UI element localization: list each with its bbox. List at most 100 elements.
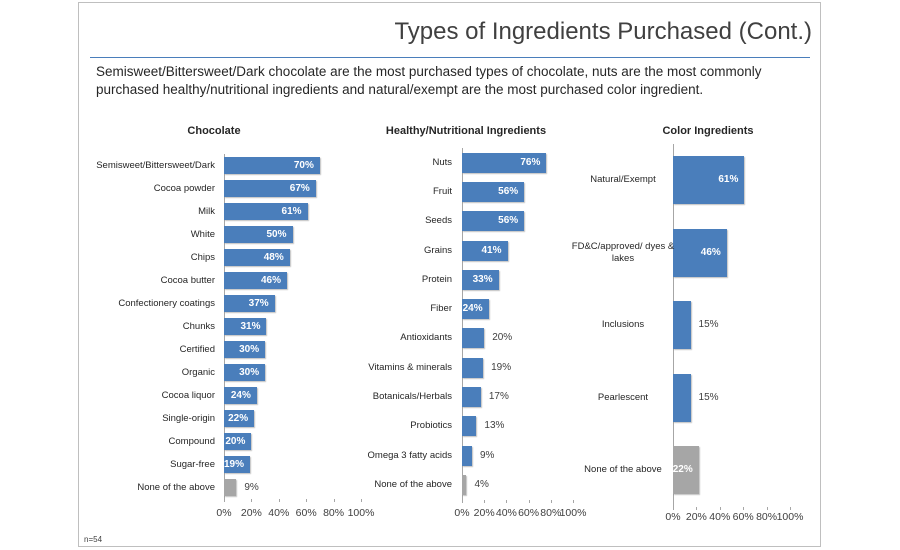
tick-mark [361,499,362,502]
category-label: Grains [424,244,452,256]
bar [224,433,252,450]
bar [224,203,308,220]
x-tick-label: 100% [559,507,587,519]
x-tick-label: 0% [665,511,681,523]
category-label: White [190,228,215,240]
chart-title: Healthy/Nutritional Ingredients [385,125,547,137]
category-label: FD&C/approved/ dyes & lakes [571,240,675,264]
tick-mark [224,499,225,502]
data-label: 50% [266,228,287,240]
category-label: Pearlescent [597,391,649,403]
bar [224,387,257,404]
category-label: Protein [421,273,452,285]
data-label: 22% [228,412,249,424]
category-label: None of the above [137,481,215,493]
bar [224,364,266,381]
data-label: 31% [240,320,261,332]
category-label: Milk [198,205,215,217]
x-tick-label: 60% [518,507,540,519]
x-tick-label: 80% [323,507,345,519]
slide-frame [78,2,821,547]
x-tick-label: 20% [240,507,262,519]
tick-mark [550,499,552,503]
title-rule [90,57,810,58]
tick-mark [333,499,335,502]
bar [462,357,484,378]
category-label: Inclusions [601,319,645,331]
data-label: 24% [230,389,251,401]
tick-mark [573,499,574,503]
chart-title: Chocolate [187,125,241,137]
x-tick-label: 20% [473,507,495,519]
bar [673,301,691,350]
tick-mark [306,499,308,502]
category-label: None of the above [374,478,452,490]
tick-mark [462,499,463,503]
x-tick-label: 40% [268,507,290,519]
category-label: Seeds [425,215,452,227]
category-label: Chunks [182,320,215,332]
slide-title: Types of Ingredients Purchased (Cont.) [394,18,812,45]
data-label: 15% [698,319,719,331]
bar [673,373,691,422]
data-label: 37% [248,297,269,309]
footnote: n=54 [84,535,103,544]
data-label: 9% [479,449,495,461]
x-tick-label: 80% [540,507,562,519]
tick-mark [743,506,745,510]
category-label: Cocoa powder [153,182,215,194]
x-tick-label: 40% [709,511,731,523]
data-label: 19% [224,458,245,470]
data-label: 33% [472,273,493,285]
category-label: Chips [190,251,215,263]
data-label: 61% [718,174,739,186]
category-label: Botanicals/Herbals [372,391,452,403]
bar [462,328,485,349]
data-label: 30% [239,366,260,378]
tick-mark [528,499,530,503]
bar [224,295,275,312]
category-label: Fruit [433,185,452,197]
data-label: 30% [239,343,260,355]
data-label: 17% [488,391,509,403]
data-label: 13% [484,420,505,432]
bar [462,474,467,495]
tick-mark [251,499,253,502]
bar [462,240,508,261]
category-label: Cocoa liquor [161,389,215,401]
tick-mark [484,499,486,503]
data-label: 70% [293,159,314,171]
bar [462,416,477,437]
bar [462,152,547,173]
data-label: 22% [672,464,693,476]
bar [224,318,267,335]
bar [224,249,290,266]
category-label: None of the above [584,464,662,476]
bar [462,181,525,202]
tick-mark [696,506,698,510]
bar [224,272,288,289]
category-label: Antioxidants [400,332,452,344]
x-tick-label: 100% [776,511,804,523]
data-label: 20% [492,332,513,344]
tick-mark [790,506,791,510]
subtitle: Semisweet/Bittersweet/Dark chocolate are… [96,64,762,97]
bar [224,410,255,427]
data-label: 19% [491,361,512,373]
x-tick-label: 60% [732,511,754,523]
bar [462,299,489,320]
data-label: 20% [225,435,246,447]
category-label: Certified [179,343,215,355]
bar [673,446,699,495]
data-label: 48% [263,251,284,263]
x-tick-label: 40% [495,507,517,519]
data-label: 15% [698,391,719,403]
data-label: 24% [462,303,483,315]
category-label: Single-origin [162,412,215,424]
axis-line [462,148,463,500]
category-label: Probiotics [410,420,452,432]
category-label: Vitamins & minerals [368,361,452,373]
category-label: Sugar-free [170,458,215,470]
bar [462,445,472,466]
